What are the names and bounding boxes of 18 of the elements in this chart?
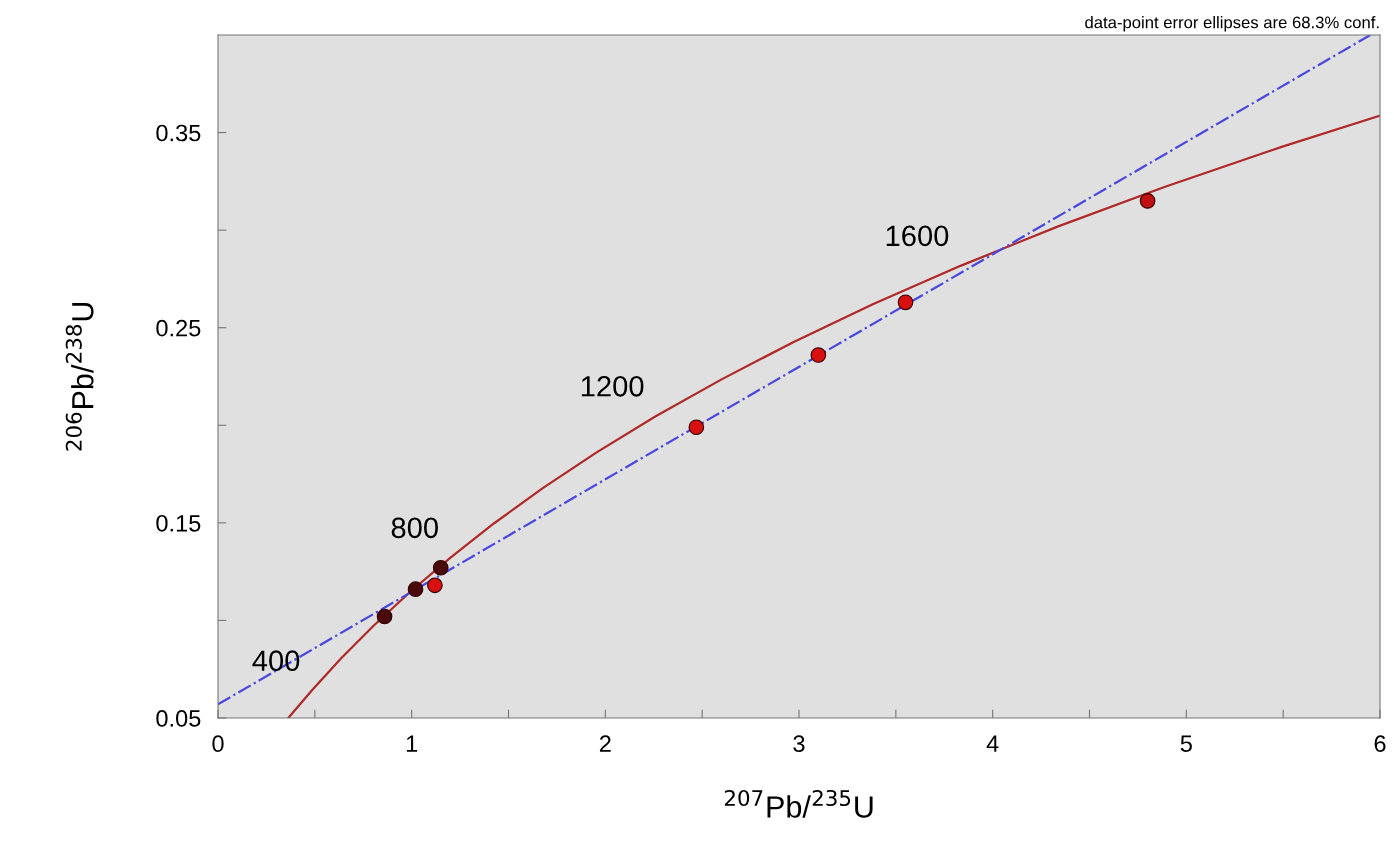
x-tick-label: 0 (212, 735, 224, 753)
y-tick-label: 0.35 (156, 124, 201, 142)
x-axis-title: $^{207}$Pb/$^{235}$U (724, 789, 873, 818)
x-tick-label: 2 (599, 735, 611, 752)
annotation: 800 (391, 517, 438, 539)
y-tick-label: 0.05 (156, 710, 201, 727)
x-tick-label: 6 (1374, 735, 1386, 753)
x-tick-label: 3 (793, 735, 805, 753)
y-tick-label: 0.25 (156, 319, 201, 337)
annotation: 1200 (581, 376, 644, 397)
x-tick-label: 4 (986, 735, 999, 752)
text: data-point error ellipses are 68.3% conf. (1085, 16, 1379, 32)
x-tick-label: 5 (1180, 735, 1192, 753)
y-axis-title: $^{206}$Pb/$^{238}$U (65, 302, 94, 451)
x-tick-label: 1 (406, 735, 418, 752)
annotation: 1600 (886, 225, 949, 247)
annotation: 400 (252, 650, 300, 672)
y-tick-label: 0.15 (156, 514, 201, 532)
